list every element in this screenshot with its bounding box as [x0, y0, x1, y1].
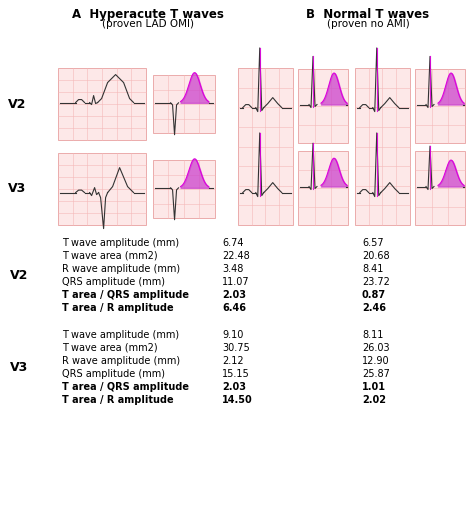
Text: 8.41: 8.41: [362, 264, 383, 274]
FancyBboxPatch shape: [415, 151, 465, 225]
Text: 2.46: 2.46: [362, 303, 386, 313]
Text: 15.15: 15.15: [222, 369, 250, 379]
Text: B  Normal T waves: B Normal T waves: [306, 8, 429, 21]
Text: R wave amplitude (mm): R wave amplitude (mm): [62, 264, 180, 274]
Text: 23.72: 23.72: [362, 277, 390, 287]
Text: 2.12: 2.12: [222, 356, 244, 366]
Text: 14.50: 14.50: [222, 395, 253, 405]
Text: T wave amplitude (mm): T wave amplitude (mm): [62, 238, 179, 248]
Text: (proven no AMI): (proven no AMI): [327, 19, 410, 29]
Text: QRS amplitude (mm): QRS amplitude (mm): [62, 369, 165, 379]
Text: 26.03: 26.03: [362, 343, 390, 353]
Text: 11.07: 11.07: [222, 277, 250, 287]
Text: 20.68: 20.68: [362, 251, 390, 261]
Text: T area / QRS amplitude: T area / QRS amplitude: [62, 382, 189, 392]
FancyBboxPatch shape: [298, 151, 348, 225]
Text: 2.02: 2.02: [362, 395, 386, 405]
Text: 25.87: 25.87: [362, 369, 390, 379]
Text: 2.03: 2.03: [222, 382, 246, 392]
Text: 6.46: 6.46: [222, 303, 246, 313]
Text: A  Hyperacute T waves: A Hyperacute T waves: [72, 8, 224, 21]
FancyBboxPatch shape: [298, 69, 348, 143]
FancyBboxPatch shape: [238, 68, 293, 225]
Text: 30.75: 30.75: [222, 343, 250, 353]
Text: T area / R amplitude: T area / R amplitude: [62, 303, 173, 313]
FancyBboxPatch shape: [153, 160, 215, 218]
FancyBboxPatch shape: [58, 68, 146, 140]
Text: V2: V2: [8, 97, 27, 111]
Text: V2: V2: [10, 269, 28, 282]
Text: 9.10: 9.10: [222, 330, 243, 340]
Text: V3: V3: [8, 182, 26, 195]
FancyBboxPatch shape: [58, 153, 146, 225]
Text: T wave area (mm2): T wave area (mm2): [62, 251, 158, 261]
Text: 12.90: 12.90: [362, 356, 390, 366]
FancyBboxPatch shape: [355, 68, 410, 225]
Text: 6.57: 6.57: [362, 238, 383, 248]
Text: T wave amplitude (mm): T wave amplitude (mm): [62, 330, 179, 340]
Text: T area / R amplitude: T area / R amplitude: [62, 395, 173, 405]
Text: T area / QRS amplitude: T area / QRS amplitude: [62, 290, 189, 300]
Text: (proven LAD OMI): (proven LAD OMI): [102, 19, 194, 29]
Text: QRS amplitude (mm): QRS amplitude (mm): [62, 277, 165, 287]
Text: 2.03: 2.03: [222, 290, 246, 300]
FancyBboxPatch shape: [415, 69, 465, 143]
Text: 8.11: 8.11: [362, 330, 383, 340]
Text: V3: V3: [10, 361, 28, 374]
Text: R wave amplitude (mm): R wave amplitude (mm): [62, 356, 180, 366]
Text: 6.74: 6.74: [222, 238, 244, 248]
Text: T wave area (mm2): T wave area (mm2): [62, 343, 158, 353]
Text: 3.48: 3.48: [222, 264, 243, 274]
Text: 22.48: 22.48: [222, 251, 250, 261]
Text: 0.87: 0.87: [362, 290, 386, 300]
FancyBboxPatch shape: [153, 75, 215, 133]
Text: 1.01: 1.01: [362, 382, 386, 392]
